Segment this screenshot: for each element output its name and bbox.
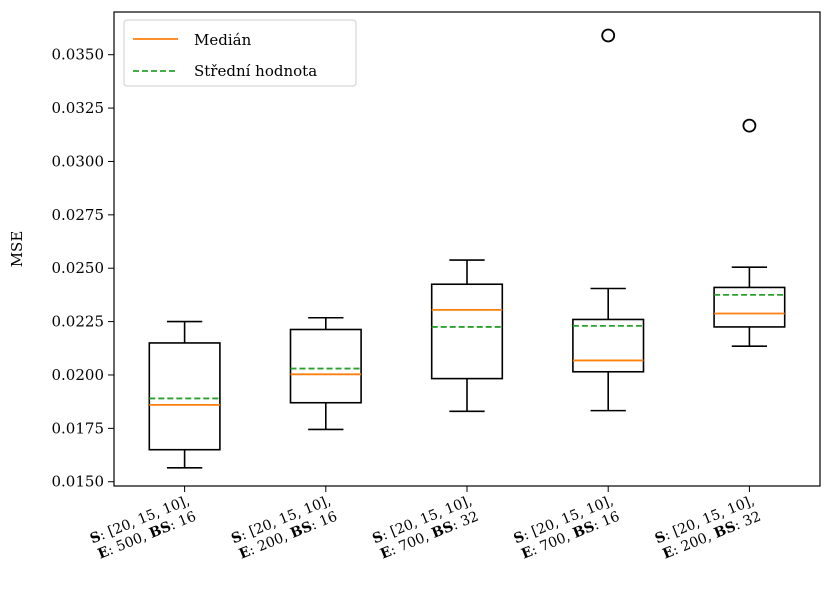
box-iqr	[713, 286, 786, 328]
x-axis-ticks: S: [20, 15, 10],E: 500, BS: 16 S: [20, 15…	[88, 486, 763, 563]
y-tick-label: 0.0325	[52, 99, 105, 117]
legend-frame	[123, 19, 357, 87]
legend: Medián Střední hodnota	[123, 19, 357, 87]
legend-median-label: Medián	[194, 31, 252, 49]
box-iqr	[148, 342, 221, 451]
y-tick-label: 0.0350	[52, 46, 105, 64]
box-group	[713, 118, 786, 347]
x-tick-label: S: [20, 15, 10],E: 200, BS: 16	[229, 493, 340, 563]
x-tick-label-segment: BS	[712, 519, 738, 542]
box-group	[289, 316, 362, 431]
outlier-point	[742, 118, 757, 133]
legend-mean-label: Střední hodnota	[194, 62, 317, 80]
x-tick-label: S: [20, 15, 10],E: 200, BS: 32	[653, 493, 764, 563]
x-tick-label-segment: BS	[147, 519, 173, 542]
x-tick-label: S: [20, 15, 10],E: 700, BS: 32	[370, 493, 481, 563]
x-tick-label: S: [20, 15, 10],E: 700, BS: 16	[511, 493, 622, 563]
y-tick-label: 0.0300	[52, 152, 105, 170]
y-axis-ticks: 0.0150 0.0175 0.0200 0.0225 0.0250 0.0275 0.03…	[52, 46, 114, 491]
x-tick-label: S: [20, 15, 10],E: 500, BS: 16	[88, 493, 199, 563]
x-tick-label-segment: BS	[288, 519, 314, 542]
x-tick-label-segment: BS	[571, 519, 597, 542]
y-tick-label: 0.0150	[52, 473, 105, 491]
y-tick-label: 0.0225	[52, 313, 105, 331]
y-tick-label: 0.0275	[52, 206, 105, 224]
plot-area-frame	[113, 11, 821, 487]
y-tick-label: 0.0175	[52, 419, 105, 437]
box-group	[148, 320, 221, 469]
box-iqr	[430, 283, 504, 380]
box-group	[572, 28, 645, 412]
box-iqr	[572, 318, 645, 373]
outlier-point	[601, 28, 616, 43]
y-tick-label: 0.0200	[52, 366, 105, 384]
y-tick-label: 0.0250	[52, 259, 105, 277]
box-series	[148, 28, 786, 469]
y-axis-label: MSE	[8, 231, 26, 268]
box-group	[430, 259, 504, 413]
box-iqr	[289, 328, 362, 404]
x-tick-label-segment: BS	[429, 519, 455, 542]
